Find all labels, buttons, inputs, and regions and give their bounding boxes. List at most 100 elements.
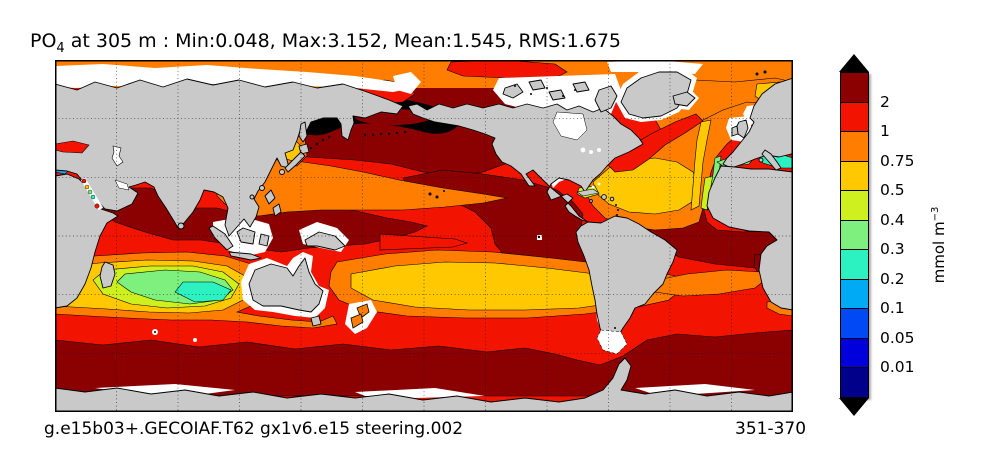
- island-cuba: [576, 188, 600, 197]
- kuril-speck: [309, 146, 313, 150]
- island-iceland: [672, 91, 696, 107]
- island-sri-lanka: [177, 222, 185, 230]
- contour-south-atlantic-tongue: [646, 269, 766, 297]
- island-puerto-rico: [609, 196, 615, 202]
- colorbar-block: [841, 191, 868, 221]
- aleutian-speck: [395, 131, 399, 135]
- region-europe: [722, 77, 793, 169]
- island-italy: [761, 149, 782, 171]
- title-variable-subscript: 4: [56, 40, 65, 56]
- arctic-speck: [574, 89, 576, 91]
- galapagos-speck: [537, 235, 541, 239]
- kerguelen-speck: [154, 331, 156, 333]
- colorbar-tick-label: 0.3: [880, 240, 905, 258]
- colorbar-blocks: [840, 72, 869, 398]
- contour-red-sea-dot-red2: [94, 203, 100, 209]
- colorbar-block: [841, 309, 868, 339]
- colorbar-block: [841, 279, 868, 309]
- nodata-heard: [193, 338, 197, 342]
- island-taiwan: [259, 185, 265, 191]
- contour-black-sea-red: [55, 140, 90, 154]
- colorbar-block: [841, 73, 868, 103]
- contour-red-sea-dot-green: [87, 189, 93, 195]
- island-sakhalin: [298, 121, 308, 143]
- arctic-speck: [514, 85, 516, 87]
- title-stats: at 305 m : Min:0.048, Max:3.152, Mean:1.…: [64, 30, 622, 52]
- island-jamaica: [589, 199, 593, 203]
- colorbar-tick-label: 2: [880, 92, 890, 111]
- aleutian-speck: [387, 132, 391, 136]
- island-ireland: [731, 125, 739, 137]
- aleutian-speck: [403, 130, 407, 134]
- overlay-inland-layer: [55, 111, 628, 355]
- aleutian-speck: [379, 132, 383, 136]
- colorbar-under-arrow: [839, 397, 869, 416]
- island-madagascar: [99, 261, 116, 289]
- colorbar-tick-label: 0.1: [880, 299, 905, 317]
- unit-text: mmol m: [930, 221, 948, 284]
- island-sardinia: [758, 157, 764, 163]
- nodata-caspian-sea: [111, 145, 124, 167]
- island-greenland: [620, 71, 692, 119]
- island-baffin: [594, 85, 618, 113]
- colorbar-tick-label: 0.01: [880, 358, 915, 376]
- contour-equatorial-red-wedge: [379, 233, 469, 251]
- island-speck-layer: [154, 70, 767, 333]
- svalbard-speck: [755, 72, 759, 76]
- svalbard-speck: [763, 70, 767, 74]
- kuril-speck: [327, 135, 331, 139]
- colorbar-block: [841, 338, 868, 368]
- contour-red-sea-dot-cyan: [90, 194, 96, 200]
- colorbar-unit-label: mmol m−3: [930, 207, 948, 284]
- arctic-speck: [546, 87, 548, 89]
- hawaii-speck: [443, 190, 445, 192]
- antilles-speck: [617, 209, 619, 211]
- title-variable: PO: [30, 30, 57, 52]
- island-nz-south: [350, 313, 364, 329]
- nodata-bahamas-3: [597, 182, 601, 186]
- arctic-speck: [562, 95, 564, 97]
- continent-north-america: [407, 103, 644, 223]
- unit-exponent: −3: [930, 206, 941, 222]
- colorbar-tick-label: 0.05: [880, 328, 915, 347]
- colorbar-tick-label: 0.75: [880, 151, 915, 170]
- island-arctic-2: [528, 79, 546, 91]
- island-java: [228, 251, 262, 261]
- continent-australia: [248, 257, 324, 313]
- colorbar-tick-label: 0.5: [880, 181, 905, 199]
- colorbar-block: [841, 368, 868, 397]
- caption-run-id: g.e15b03+.GECOIAF.T62 gx1v6.e15 steering…: [44, 419, 464, 439]
- colorbar: 2 1 0.75 0.5 0.4 0.3 0.2 0.1 0.05 0.01 mmol m−3: [839, 54, 983, 416]
- colorbar-block: [841, 250, 868, 280]
- colorbar-tick-label: 1: [880, 122, 890, 140]
- contour-red-sea-dot-yellow: [84, 184, 90, 190]
- nodata-great-lake-2: [589, 150, 593, 154]
- falkland-speck: [614, 327, 616, 329]
- island-hainan: [249, 194, 255, 200]
- antilles-speck: [616, 214, 618, 216]
- hawaii-speck: [428, 192, 432, 196]
- contour-south-indian-cyan: [174, 281, 232, 303]
- colorbar-tick-labels: 2 1 0.75 0.5 0.4 0.3 0.2 0.1 0.05 0.01: [880, 54, 940, 398]
- continent-eurasia: [55, 78, 404, 237]
- island-philippines-1: [264, 189, 276, 205]
- colorbar-tick-label: 0.2: [880, 269, 905, 288]
- hawaii-speck: [435, 195, 439, 199]
- kuril-speck: [315, 142, 319, 146]
- nodata-tierra-del-fuego: [596, 329, 628, 355]
- nodata-great-lake-1: [580, 147, 586, 153]
- island-hokkaido: [298, 143, 310, 155]
- island-kyushu: [279, 169, 285, 175]
- map-frame: [55, 60, 793, 412]
- island-philippines-2: [272, 203, 282, 217]
- caption-year-range: 351-370: [735, 419, 807, 439]
- colorbar-over-arrow: [839, 54, 869, 72]
- island-honshu: [284, 151, 306, 173]
- colorbar-block: [841, 102, 868, 132]
- island-sulawesi: [258, 233, 270, 247]
- aleutian-speck: [363, 133, 367, 137]
- island-arctic-3: [548, 89, 566, 101]
- world-map: [55, 60, 793, 412]
- colorbar-tick-label: 0.4: [880, 210, 905, 229]
